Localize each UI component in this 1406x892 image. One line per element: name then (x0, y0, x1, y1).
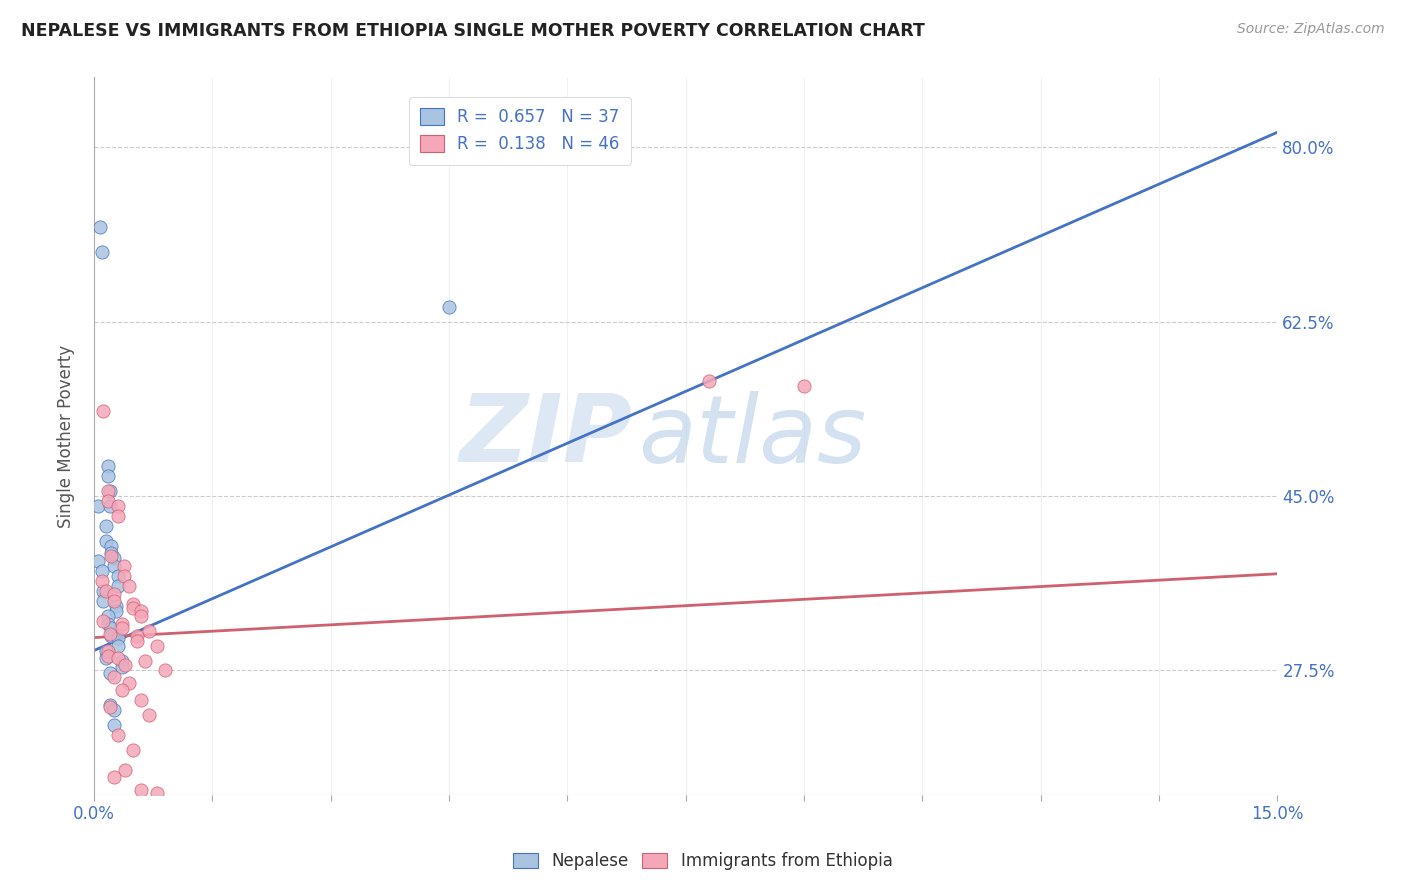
Point (127, 629, 149, 643)
Point (112, 558, 135, 573)
Point (97, 494, 120, 508)
Point (118, 579, 141, 593)
Point (127, 633, 149, 648)
Point (107, 728, 129, 742)
Point (110, 621, 132, 635)
Point (98, 698, 121, 713)
Point (93, 614, 115, 628)
Point (94, 583, 117, 598)
Point (90, 564, 112, 578)
Point (98, 666, 121, 681)
Point (93, 404, 115, 418)
Point (94, 519, 117, 533)
Point (114, 763, 136, 777)
Point (103, 587, 125, 601)
Point (107, 650, 129, 665)
Point (146, 786, 169, 800)
Point (107, 499, 129, 513)
Point (100, 629, 122, 643)
Point (107, 639, 129, 653)
Legend: Nepalese, Immigrants from Ethiopia: Nepalese, Immigrants from Ethiopia (506, 846, 900, 877)
Legend: R =  0.657   N = 37, R =  0.138   N = 46: R = 0.657 N = 37, R = 0.138 N = 46 (409, 96, 631, 164)
Point (90, 244, 112, 259)
Point (107, 508, 129, 523)
Point (110, 653, 132, 667)
Point (97, 459, 120, 474)
Point (100, 546, 122, 560)
Point (93, 583, 115, 598)
Point (129, 604, 152, 618)
Point (110, 683, 132, 698)
Point (129, 693, 152, 707)
Point (100, 621, 122, 635)
Point (100, 549, 122, 563)
Point (122, 600, 145, 615)
Point (94, 533, 117, 548)
Point (103, 703, 125, 717)
Point (699, 375, 721, 389)
Point (107, 631, 129, 645)
Point (103, 550, 125, 565)
Point (110, 660, 132, 674)
Point (118, 676, 141, 690)
Point (112, 569, 135, 583)
Point (129, 608, 152, 623)
Point (97, 648, 120, 663)
Text: Source: ZipAtlas.com: Source: ZipAtlas.com (1237, 22, 1385, 37)
Point (100, 539, 122, 553)
Text: ZIP: ZIP (460, 391, 633, 483)
Point (122, 597, 145, 611)
Point (98, 499, 121, 513)
Point (97, 608, 120, 623)
Point (437, 300, 460, 314)
Point (138, 624, 160, 638)
Y-axis label: Single Mother Poverty: Single Mother Poverty (58, 344, 75, 528)
Point (89, 219, 111, 234)
Point (107, 569, 129, 583)
Point (94, 643, 117, 657)
Point (93, 593, 115, 607)
Point (122, 743, 145, 757)
Point (153, 664, 176, 678)
Text: NEPALESE VS IMMIGRANTS FROM ETHIOPIA SINGLE MOTHER POVERTY CORRELATION CHART: NEPALESE VS IMMIGRANTS FROM ETHIOPIA SIN… (21, 22, 925, 40)
Point (146, 639, 169, 653)
Point (97, 469, 120, 483)
Point (97, 616, 120, 631)
Point (103, 770, 125, 784)
Point (105, 599, 128, 613)
Point (87, 554, 110, 568)
Point (97, 643, 120, 657)
Point (134, 653, 156, 667)
Point (87, 499, 110, 513)
Point (98, 626, 121, 640)
Point (97, 484, 120, 499)
Point (94, 650, 117, 665)
Point (138, 708, 160, 723)
Point (129, 783, 152, 797)
Point (105, 604, 128, 618)
Point (793, 379, 815, 393)
Point (103, 718, 125, 732)
Point (98, 484, 121, 499)
Point (114, 658, 136, 673)
Point (98, 700, 121, 714)
Point (103, 558, 125, 573)
Point (103, 670, 125, 684)
Point (107, 579, 129, 593)
Point (90, 574, 112, 588)
Text: atlas: atlas (638, 391, 866, 482)
Point (110, 616, 132, 631)
Point (103, 593, 125, 607)
